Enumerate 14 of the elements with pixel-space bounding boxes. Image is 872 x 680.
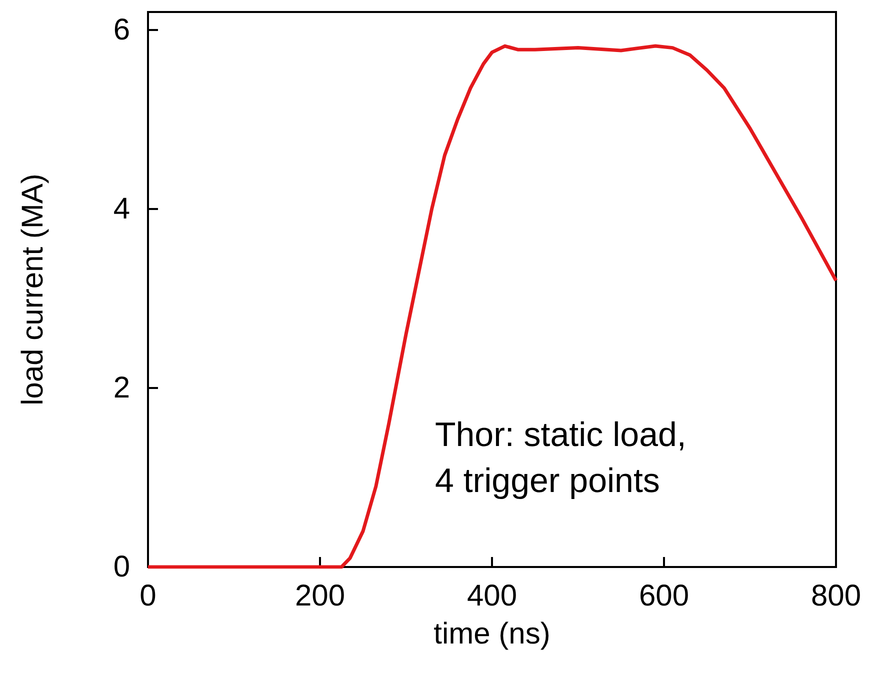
y-tick-label: 4 bbox=[113, 192, 130, 226]
x-tick-label: 0 bbox=[140, 580, 156, 612]
x-tick-label: 600 bbox=[638, 580, 690, 612]
annotation: Thor: static load, bbox=[435, 416, 686, 454]
x-tick-label: 200 bbox=[294, 580, 346, 612]
y-tick-label: 6 bbox=[113, 13, 130, 46]
line-series bbox=[146, 44, 838, 569]
x-tick-label: 800 bbox=[810, 580, 862, 612]
x-tick-label: 400 bbox=[466, 580, 518, 612]
y-tick-label: 2 bbox=[113, 371, 130, 404]
annotation: 4 trigger points bbox=[435, 462, 660, 500]
y-tick-label: 0 bbox=[113, 550, 130, 584]
x-axis-title: time (ns) bbox=[434, 618, 550, 650]
y-axis-title: load current (MA) bbox=[16, 174, 50, 406]
